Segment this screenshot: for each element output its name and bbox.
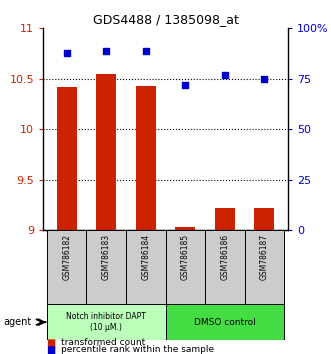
Bar [166,230,205,304]
Bar [96,74,116,230]
Title: GDS4488 / 1385098_at: GDS4488 / 1385098_at [93,13,238,26]
Bar [205,230,245,304]
Bar [47,304,166,340]
Text: GSM786185: GSM786185 [181,234,190,280]
Bar [136,86,156,230]
Text: GSM786186: GSM786186 [220,234,229,280]
Point [183,82,188,88]
Text: ■: ■ [46,338,56,348]
Bar [86,230,126,304]
Text: agent: agent [3,317,31,327]
Bar [47,230,86,304]
Text: GSM786182: GSM786182 [62,234,71,280]
Point [261,76,267,82]
Bar [215,208,235,230]
Bar [126,230,166,304]
Text: Notch inhibitor DAPT
(10 μM.): Notch inhibitor DAPT (10 μM.) [66,313,146,332]
Text: DMSO control: DMSO control [194,318,256,327]
Bar [245,230,284,304]
Point [222,72,227,78]
Text: GSM786183: GSM786183 [102,234,111,280]
Bar [255,208,274,230]
Bar [175,227,195,230]
Text: transformed count: transformed count [61,338,146,347]
Bar [57,87,76,230]
Point [104,48,109,53]
Bar [166,304,284,340]
Text: GSM786187: GSM786187 [260,234,269,280]
Text: GSM786184: GSM786184 [141,234,150,280]
Text: ■: ■ [46,345,56,354]
Point [64,50,70,55]
Point [143,48,148,53]
Text: percentile rank within the sample: percentile rank within the sample [61,345,214,354]
